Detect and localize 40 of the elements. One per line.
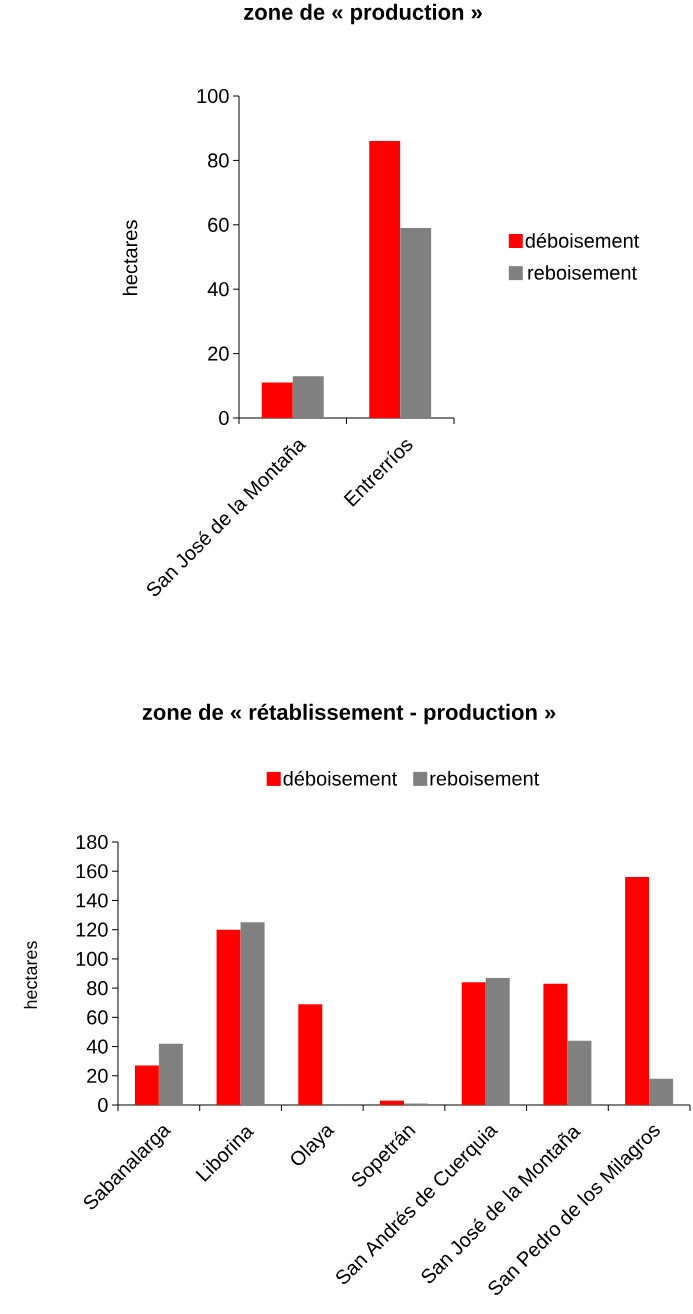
- y-tick-label: 40: [207, 282, 229, 297]
- bar: [400, 228, 432, 419]
- y-axis-title: hectares: [23, 941, 38, 1009]
- y-tick-label: 100: [197, 88, 229, 104]
- y-tick-label: 40: [86, 1039, 108, 1054]
- y-tick-label: 20: [208, 346, 229, 361]
- bar: [216, 929, 241, 1106]
- bar: [379, 1100, 404, 1106]
- y-tick-label: 120: [76, 922, 108, 937]
- y-tick-label: 140: [76, 893, 108, 908]
- y-tick-label: 60: [208, 217, 229, 232]
- y-tick-label: 80: [87, 981, 108, 996]
- bar: [485, 977, 510, 1106]
- legend-label: reboisement: [528, 265, 637, 280]
- bar: [158, 1043, 183, 1106]
- y-axis-title: hectares: [122, 220, 138, 295]
- legend-label: reboisement: [430, 770, 540, 786]
- bar: [543, 983, 568, 1106]
- bar: [292, 376, 324, 419]
- y-tick-label: 100: [76, 951, 108, 966]
- legend-label: déboisement: [283, 770, 398, 786]
- chart-title: zone de « rétablissement - production »: [142, 703, 556, 725]
- y-tick-label: 20: [87, 1068, 108, 1083]
- bar: [567, 1040, 592, 1106]
- bar: [261, 382, 293, 419]
- y-tick-label: 0: [219, 410, 229, 426]
- bar: [625, 877, 650, 1106]
- chart-title: zone de « production »: [244, 3, 482, 25]
- bar: [134, 1065, 159, 1106]
- y-tick-label: 60: [87, 1010, 108, 1025]
- bar: [649, 1078, 674, 1106]
- bar: [240, 922, 265, 1106]
- bar: [298, 1004, 323, 1106]
- y-tick-label: 0: [98, 1097, 108, 1113]
- y-tick-label: 80: [208, 153, 229, 168]
- y-tick-label: 180: [76, 834, 108, 850]
- y-tick-label: 160: [76, 864, 108, 879]
- legend-label: déboisement: [525, 232, 640, 248]
- bar: [461, 982, 486, 1106]
- bar: [369, 141, 401, 419]
